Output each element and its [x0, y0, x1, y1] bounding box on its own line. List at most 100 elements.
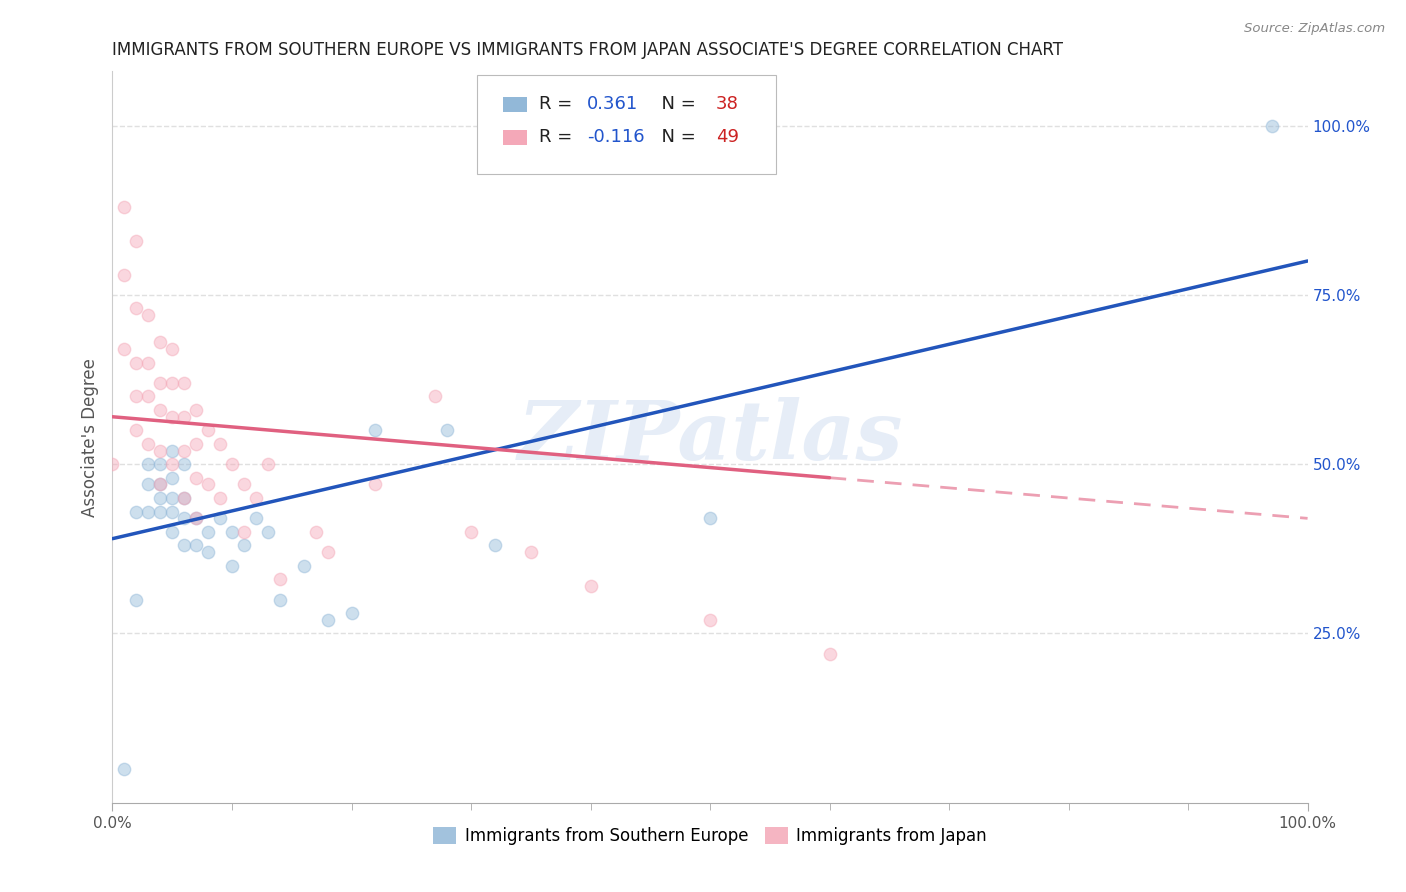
Text: 49: 49 [716, 128, 740, 146]
Point [138, 505, 160, 519]
Point [269, 592, 291, 607]
Point [186, 538, 208, 552]
Point [460, 524, 482, 539]
Point [125, 389, 148, 403]
Point [186, 511, 208, 525]
Point [699, 511, 721, 525]
Point [162, 524, 183, 539]
Point [209, 491, 232, 505]
Point [149, 477, 172, 491]
Text: 38: 38 [716, 95, 740, 113]
Point [292, 558, 315, 573]
Point [149, 376, 172, 390]
Point [114, 200, 135, 214]
Text: N =: N = [651, 95, 702, 113]
Point [138, 437, 160, 451]
Point [149, 457, 172, 471]
Point [173, 409, 195, 424]
Point [484, 538, 506, 552]
Point [316, 613, 339, 627]
Point [125, 355, 148, 369]
Point [257, 457, 280, 471]
FancyBboxPatch shape [503, 97, 527, 112]
Text: R =: R = [538, 95, 578, 113]
Point [162, 443, 183, 458]
Point [221, 457, 243, 471]
Point [138, 457, 160, 471]
Point [305, 524, 328, 539]
Point [818, 647, 841, 661]
Legend: Immigrants from Southern Europe, Immigrants from Japan: Immigrants from Southern Europe, Immigra… [426, 820, 994, 852]
Point [138, 308, 160, 322]
Point [245, 491, 267, 505]
Point [114, 268, 135, 282]
Point [125, 301, 148, 316]
Point [125, 592, 148, 607]
Text: ZIPatlas: ZIPatlas [517, 397, 903, 477]
Point [209, 437, 232, 451]
Point [197, 423, 219, 437]
Point [186, 471, 208, 485]
Point [101, 457, 124, 471]
Point [125, 505, 148, 519]
Point [186, 437, 208, 451]
Point [162, 457, 183, 471]
Point [138, 477, 160, 491]
FancyBboxPatch shape [477, 75, 776, 174]
Point [149, 403, 172, 417]
Point [173, 491, 195, 505]
Point [125, 423, 148, 437]
Point [197, 545, 219, 559]
Text: R =: R = [538, 128, 578, 146]
Point [186, 403, 208, 417]
Point [162, 491, 183, 505]
Point [149, 505, 172, 519]
Point [173, 443, 195, 458]
Point [425, 389, 447, 403]
Point [173, 491, 195, 505]
Point [162, 471, 183, 485]
Point [197, 524, 219, 539]
Point [162, 342, 183, 356]
Point [173, 457, 195, 471]
Point [233, 538, 256, 552]
Text: 0.361: 0.361 [586, 95, 638, 113]
Point [149, 491, 172, 505]
Text: IMMIGRANTS FROM SOUTHERN EUROPE VS IMMIGRANTS FROM JAPAN ASSOCIATE'S DEGREE CORR: IMMIGRANTS FROM SOUTHERN EUROPE VS IMMIG… [112, 41, 1063, 59]
Text: N =: N = [651, 128, 702, 146]
Point [221, 558, 243, 573]
Point [138, 389, 160, 403]
Point [233, 524, 256, 539]
Point [257, 524, 280, 539]
Point [125, 234, 148, 248]
Point [436, 423, 458, 437]
FancyBboxPatch shape [503, 130, 527, 145]
Point [233, 477, 256, 491]
Point [173, 376, 195, 390]
Point [699, 613, 721, 627]
Point [162, 376, 183, 390]
Y-axis label: Associate's Degree: Associate's Degree [80, 358, 98, 516]
Text: Source: ZipAtlas.com: Source: ZipAtlas.com [1244, 22, 1385, 36]
Point [162, 409, 183, 424]
Text: -0.116: -0.116 [586, 128, 644, 146]
Point [245, 511, 267, 525]
Point [221, 524, 243, 539]
Point [269, 572, 291, 586]
Point [197, 477, 219, 491]
Point [364, 477, 387, 491]
Point [114, 762, 135, 776]
Point [149, 477, 172, 491]
Point [173, 538, 195, 552]
Point [579, 579, 602, 593]
Point [138, 355, 160, 369]
Point [149, 335, 172, 350]
Point [340, 606, 363, 620]
Point [209, 511, 232, 525]
Point [114, 342, 135, 356]
Point [316, 545, 339, 559]
Point [520, 545, 543, 559]
Point [364, 423, 387, 437]
Point [149, 443, 172, 458]
Point [162, 505, 183, 519]
